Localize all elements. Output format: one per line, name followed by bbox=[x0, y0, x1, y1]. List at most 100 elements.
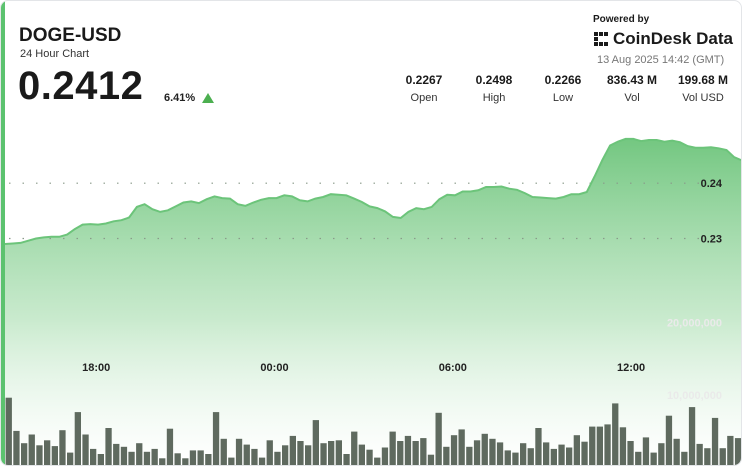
powered-by-label: Powered by bbox=[593, 14, 650, 25]
volume-bar bbox=[120, 446, 128, 465]
volume-bar bbox=[520, 443, 527, 465]
volume-bar bbox=[289, 435, 296, 465]
price-tick-label: 0.24 bbox=[701, 178, 723, 190]
x-tick-label: 18:00 bbox=[82, 362, 110, 374]
volume-bar bbox=[59, 430, 66, 465]
volume-bar bbox=[581, 441, 588, 465]
volume-bar bbox=[228, 457, 235, 465]
stat-high: 0.2498 High bbox=[469, 73, 519, 104]
volume-bar bbox=[74, 412, 81, 465]
volume-bar bbox=[297, 441, 304, 465]
volume-bar bbox=[558, 444, 565, 465]
volume-bar bbox=[105, 428, 112, 465]
volume-bar bbox=[220, 438, 227, 465]
volume-bar bbox=[642, 437, 650, 465]
volume-bar bbox=[335, 440, 342, 465]
volume-bar bbox=[458, 429, 465, 465]
volume-bar bbox=[665, 415, 673, 465]
volume-bar bbox=[67, 452, 74, 465]
volume-axis-ticks: 20,000,000 10,000,000 bbox=[667, 318, 722, 402]
volume-bar bbox=[258, 457, 266, 465]
symbol-title: DOGE-USD bbox=[19, 25, 122, 46]
volume-bar bbox=[82, 434, 89, 465]
volume-bar bbox=[435, 412, 442, 465]
timestamp: 13 Aug 2025 14:42 (GMT) bbox=[597, 54, 725, 66]
volume-bar bbox=[527, 448, 534, 465]
volume-bar bbox=[512, 452, 519, 465]
volume-bar bbox=[466, 446, 473, 465]
volume-bar bbox=[566, 447, 573, 465]
volume-bar bbox=[189, 450, 197, 465]
volume-bar bbox=[427, 454, 435, 465]
volume-bar bbox=[658, 443, 665, 465]
volume-bar bbox=[450, 435, 458, 465]
volume-bar bbox=[420, 438, 427, 465]
volume-bar bbox=[696, 443, 703, 465]
stat-label: Vol USD bbox=[682, 92, 724, 104]
volume-bar bbox=[627, 441, 634, 465]
price-area bbox=[5, 138, 741, 465]
stat-value: 199.68 M bbox=[677, 73, 729, 87]
coindesk-logo-icon bbox=[594, 32, 608, 46]
volume-bar bbox=[21, 443, 28, 465]
volume-bar bbox=[351, 431, 358, 465]
accent-bar bbox=[1, 1, 5, 465]
volume-bar bbox=[282, 445, 289, 465]
volume-bar bbox=[734, 438, 741, 465]
current-price: 0.2412 bbox=[18, 64, 144, 108]
volume-bar bbox=[681, 451, 688, 465]
volume-bar bbox=[589, 426, 596, 465]
volume-bar bbox=[604, 424, 611, 465]
volume-bar bbox=[397, 441, 404, 465]
volume-bar bbox=[197, 450, 204, 465]
volume-bar bbox=[550, 448, 557, 465]
volume-bar bbox=[28, 434, 35, 465]
volume-bar bbox=[312, 420, 319, 465]
volume-bar bbox=[543, 442, 550, 465]
volume-bar bbox=[128, 451, 135, 465]
volume-bar bbox=[266, 440, 273, 465]
stat-value: 0.2267 bbox=[405, 73, 443, 87]
volume-bar bbox=[412, 441, 419, 465]
stat-vol: 836.43 M Vol bbox=[601, 73, 663, 104]
volume-bar bbox=[673, 438, 680, 465]
stat-low: 0.2266 Low bbox=[538, 73, 588, 104]
volume-bar bbox=[159, 458, 166, 465]
volume-bar bbox=[719, 448, 726, 465]
volume-bar bbox=[251, 448, 258, 465]
volume-bar bbox=[136, 443, 143, 465]
x-tick-label: 12:00 bbox=[617, 362, 645, 374]
volume-bar bbox=[182, 458, 189, 465]
x-tick-label: 00:00 bbox=[260, 362, 288, 374]
price-tick-label: 0.23 bbox=[701, 234, 722, 246]
brand-logo[interactable]: CoinDesk Data bbox=[593, 29, 733, 49]
stat-label: Open bbox=[410, 92, 438, 104]
stat-label: High bbox=[482, 92, 506, 104]
volume-bar bbox=[113, 443, 120, 465]
stat-open: 0.2267 Open bbox=[399, 73, 449, 104]
volume-bar bbox=[36, 445, 43, 465]
stat-label: Low bbox=[552, 92, 574, 104]
volume-bar bbox=[489, 438, 496, 465]
volume-bar bbox=[212, 412, 220, 465]
chart-subtitle: 24 Hour Chart bbox=[20, 48, 90, 60]
volume-bars bbox=[5, 397, 741, 465]
stat-value: 836.43 M bbox=[606, 73, 658, 87]
volume-bar bbox=[205, 454, 212, 465]
volume-bar bbox=[13, 430, 20, 465]
volume-bar bbox=[5, 397, 12, 465]
volume-bar bbox=[174, 453, 181, 465]
change-percent: 6.41% bbox=[164, 92, 196, 104]
volume-bar bbox=[443, 446, 450, 465]
volume-bar bbox=[389, 431, 396, 465]
x-axis-ticks: 18:00 00:00 06:00 12:00 bbox=[82, 362, 645, 374]
volume-bar bbox=[635, 451, 642, 465]
volume-bar bbox=[404, 435, 412, 465]
volume-bar bbox=[151, 448, 158, 465]
volume-bar bbox=[366, 449, 373, 465]
volume-bar bbox=[704, 448, 711, 465]
volume-bar bbox=[328, 441, 335, 465]
volume-tick-label: 10,000,000 bbox=[667, 390, 722, 402]
